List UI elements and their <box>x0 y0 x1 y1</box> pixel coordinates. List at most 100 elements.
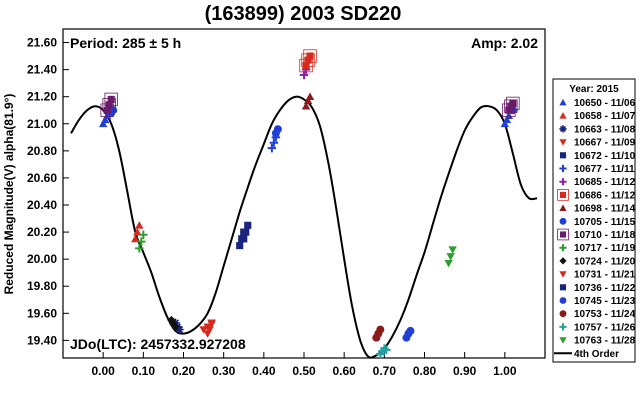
data-point <box>102 111 112 120</box>
data-point <box>139 230 148 239</box>
legend-label: 10667 - 11/09 <box>574 138 636 149</box>
legend-label: 10705 - 11/15 <box>574 217 636 228</box>
legend-label: 10677 - 11/11 <box>574 164 635 175</box>
y-tick-label: 19.80 <box>27 279 57 293</box>
legend-entry: 10763 - 11/28 <box>559 336 636 347</box>
legend-entry: 10705 - 11/15 <box>559 217 636 228</box>
legend-entry: 10677 - 11/11 <box>559 164 635 175</box>
x-axis: 0.00 0.10 0.20 0.30 0.40 0.50 0.60 0.70 0.80 0.90… <box>91 352 517 378</box>
legend-marker <box>559 164 567 173</box>
legend-label: 10686 - 11/12 <box>574 190 636 201</box>
y-tick-label: 19.40 <box>27 333 57 347</box>
legend-label: 10658 - 11/07 <box>574 111 636 122</box>
data-point <box>240 235 248 243</box>
legend-entry: 10672 - 11/10 <box>559 151 636 162</box>
legend-entry: 10698 - 11/14 <box>559 204 636 215</box>
data-point <box>448 246 457 254</box>
legend-label: 10672 - 11/10 <box>574 151 636 162</box>
data-point <box>171 322 180 332</box>
legend-entry: 4th Order <box>554 349 619 360</box>
data-point <box>506 96 520 111</box>
legend-label: 10710 - 11/18 <box>574 230 636 241</box>
data-point <box>446 253 455 261</box>
y-tick-label: 21.00 <box>27 117 57 131</box>
legend-entry: 10724 - 11/20 <box>559 256 636 267</box>
legend-entry: 10731 - 11/21 <box>559 270 636 281</box>
data-point <box>269 138 279 147</box>
y-axis: 19.40 19.60 19.80 20.00 20.20 20.40 20.60 20.80… <box>27 36 69 347</box>
data-point <box>244 221 252 229</box>
legend-label: 10763 - 11/28 <box>574 336 636 347</box>
legend-marker <box>559 112 567 119</box>
y-tick-label: 20.00 <box>27 252 57 266</box>
x-tick-label: 0.50 <box>292 364 316 378</box>
data-point <box>444 259 453 268</box>
amplitude-annotation: Amp: 2.02 <box>471 35 538 51</box>
data-point <box>273 125 282 134</box>
legend-marker <box>559 271 567 278</box>
legend-marker <box>559 297 567 304</box>
data-point <box>376 325 385 334</box>
legend-marker <box>559 98 567 106</box>
legend-marker <box>559 284 567 291</box>
y-tick-label: 21.20 <box>27 90 57 104</box>
legend-label: 10685 - 11/12 <box>574 177 636 188</box>
legend-entry: 10717 - 11/19 <box>559 243 636 254</box>
legend-entry: 10745 - 11/23 <box>559 296 636 307</box>
legend-entry: 10736 - 11/22 <box>559 283 636 294</box>
legend-entry: 10667 - 11/09 <box>559 138 636 149</box>
legend-marker <box>559 217 567 225</box>
legend-title: Year: 2015 <box>569 84 619 95</box>
x-tick-label: 0.80 <box>413 364 437 378</box>
data-point <box>242 228 250 236</box>
x-tick-label: 0.90 <box>453 364 477 378</box>
data-point <box>406 326 415 335</box>
data-point <box>104 92 118 107</box>
y-tick-label: 20.60 <box>27 171 57 185</box>
legend-entry: 10650 - 11/06 <box>559 98 636 109</box>
legend: Year: 2015 10650 - 11/06 10658 - 11/07 106… <box>552 78 636 363</box>
legend-entry: 10710 - 11/18 <box>557 228 636 241</box>
y-tick-label: 21.60 <box>27 36 57 50</box>
data-point <box>175 325 184 334</box>
legend-label: 10757 - 11/26 <box>574 322 636 333</box>
x-tick-label: 0.00 <box>91 364 115 378</box>
legend-marker <box>559 152 567 159</box>
data-point <box>303 49 317 63</box>
period-annotation: Period: 285 ± 5 h <box>70 35 181 51</box>
x-tick-label: 1.00 <box>493 364 517 378</box>
legend-marker <box>559 125 567 133</box>
legend-label: 10717 - 11/19 <box>574 243 636 254</box>
legend-marker <box>559 139 567 146</box>
data-point <box>207 320 216 329</box>
data-point <box>98 119 108 128</box>
x-tick-label: 0.20 <box>172 364 196 378</box>
y-tick-label: 20.80 <box>27 144 57 158</box>
data-point <box>502 115 512 124</box>
legend-entry: 10686 - 11/12 <box>557 189 636 201</box>
data-point <box>137 237 146 246</box>
x-tick-label: 0.30 <box>212 364 236 378</box>
data-point <box>236 242 244 250</box>
data-point <box>382 345 391 355</box>
legend-label: 10698 - 11/14 <box>574 204 636 215</box>
legend-label: 10724 - 11/20 <box>574 256 636 267</box>
legend-entry: 10757 - 11/26 <box>559 322 636 333</box>
data-point <box>135 244 144 253</box>
legend-entry: 10753 - 11/24 <box>559 309 636 320</box>
chart-title: (163899) 2003 SD220 <box>205 3 402 25</box>
data-point <box>199 326 208 334</box>
data-point <box>303 96 313 105</box>
legend-entry: 10685 - 11/12 <box>559 177 636 188</box>
legend-label: 10650 - 11/06 <box>574 98 636 109</box>
jdo-annotation: JDo(LTC): 2457332.927208 <box>70 336 246 352</box>
x-tick-label: 0.70 <box>373 364 397 378</box>
y-tick-label: 20.20 <box>27 225 57 239</box>
data-point <box>504 111 514 120</box>
legend-label: 4th Order <box>574 349 619 360</box>
legend-label: 10731 - 11/21 <box>574 270 636 281</box>
legend-marker <box>559 178 567 186</box>
legend-entry: 10663 - 11/08 <box>559 124 636 135</box>
legend-entry: 10658 - 11/07 <box>559 111 636 122</box>
y-tick-label: 19.60 <box>27 306 57 320</box>
